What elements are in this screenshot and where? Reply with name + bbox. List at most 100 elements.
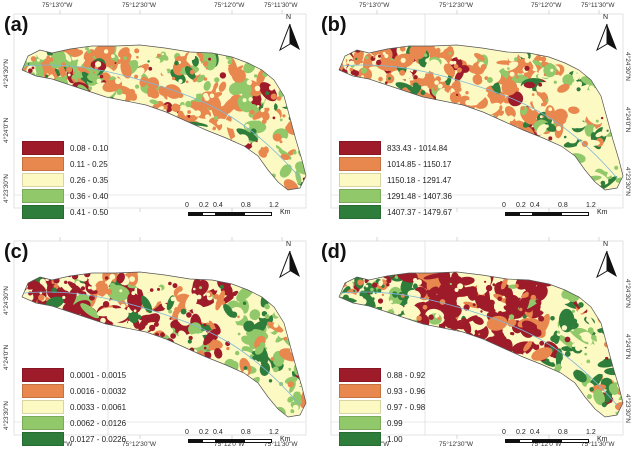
- legend-label: 0.0001 - 0.0015: [70, 370, 127, 380]
- scale-bar-tick-label: 0.4: [213, 202, 223, 209]
- longitude-tick-label: 75°12'30"W: [439, 2, 473, 9]
- legend: 0.0001 - 0.0015 0.0016 - 0.0032 0.0033 - 0…: [22, 367, 126, 447]
- map-panel-a: (a) 75°13'0"W 75°12'30"W 75°12'0"W 75°11'30"…: [0, 0, 316, 226]
- north-arrow-icon: N: [595, 14, 619, 54]
- longitude-tick-label: 75°12'0"W: [531, 441, 562, 448]
- latitude-tick-label: 4°24'0"N: [624, 334, 631, 360]
- legend-label: 0.0127 - 0.0226: [70, 434, 127, 444]
- latitude-tick-label: 4°23'30"N: [624, 167, 631, 196]
- scale-bar-segment: [244, 439, 272, 443]
- legend-label: 1.00: [387, 434, 403, 444]
- legend-label: 0.11 - 0.25: [70, 159, 108, 169]
- scale-bar-segment: [519, 439, 533, 443]
- scale-bar-unit: Km: [597, 209, 608, 216]
- scale-bar-segment: [202, 212, 216, 216]
- map-canvas-c: [13, 237, 307, 439]
- legend-item: 0.93 - 0.96: [339, 383, 425, 399]
- river-line: [23, 64, 301, 179]
- legend-swatch: [22, 384, 64, 398]
- scale-bar-tick-label: 0.8: [241, 202, 251, 209]
- watershed-boundary: [338, 271, 624, 418]
- scale-bar-segment: [202, 439, 216, 443]
- longitude-tick-label: 75°12'30"W: [439, 441, 473, 448]
- legend-item: 0.99: [339, 415, 425, 431]
- scale-bar-tick-label: 0.8: [241, 429, 251, 436]
- legend-label: 1014.85 - 1150.17: [387, 159, 452, 169]
- map-canvas-d: [330, 237, 624, 439]
- scale-bar-segment: [188, 439, 202, 443]
- scale-bar-tick-label: 1.2: [269, 429, 279, 436]
- legend-label: 0.0016 - 0.0032: [70, 386, 127, 396]
- panel-label: (b): [321, 14, 347, 36]
- north-arrow-letter: N: [603, 241, 609, 248]
- panel-label: (d): [321, 241, 347, 263]
- latitude-tick-label: 4°24'30"N: [3, 59, 10, 88]
- legend-label: 0.88 - 0.92: [387, 370, 426, 380]
- map-panel-c: (c)75°13'0"W75°12'30"W75°12'0"W75°11'30"…: [0, 227, 316, 453]
- legend-swatch: [22, 189, 64, 203]
- scale-bar-tick-label: 0.4: [530, 202, 540, 209]
- north-arrow-letter: N: [603, 14, 609, 21]
- scale-bar-segment: [244, 212, 272, 216]
- longitude-tick-label: 75°12'0"W: [531, 2, 562, 9]
- map-panel-b: (b) 75°13'0"W 75°12'30"W 75°12'0"W 75°11'30"…: [317, 0, 633, 226]
- legend-item: 0.08 - 0.10: [22, 140, 108, 156]
- longitude-tick-label: 75°11'30"W: [264, 2, 298, 9]
- legend-label: 0.99: [387, 418, 403, 428]
- legend-swatch: [339, 189, 381, 203]
- legend-label: 1291.48 - 1407.36: [387, 191, 452, 201]
- scale-bar-tick-label: 0: [502, 429, 506, 436]
- scale-bar-unit: Km: [280, 209, 291, 216]
- latitude-tick-label: 4°24'30"N: [624, 52, 631, 81]
- legend-item: 0.41 - 0.50: [22, 204, 108, 220]
- legend-swatch: [22, 416, 64, 430]
- scale-bar-tick-label: 0.8: [558, 429, 568, 436]
- legend: 0.08 - 0.10 0.11 - 0.25 0.26 - 0.35 0.36 - …: [22, 140, 108, 220]
- latitude-tick-label: 4°24'30"N: [3, 286, 10, 315]
- scale-bar-tick-label: 0.2: [516, 202, 526, 209]
- longitude-tick-label: 75°12'0"W: [214, 441, 245, 448]
- river-line: [340, 64, 618, 179]
- latitude-tick-label: 4°24'30"N: [624, 279, 631, 308]
- scale-bar-tick-label: 0: [185, 202, 189, 209]
- legend-swatch: [339, 384, 381, 398]
- legend-item: 0.0062 - 0.0126: [22, 415, 126, 431]
- legend-item: 0.36 - 0.40: [22, 188, 108, 204]
- longitude-tick-label: 75°13'0"W: [359, 2, 390, 9]
- longitude-tick-label: 75°12'30"W: [122, 441, 156, 448]
- longitude-tick-label: 75°11'30"W: [264, 441, 298, 448]
- legend-swatch: [22, 157, 64, 171]
- north-arrow-letter: N: [286, 14, 292, 21]
- legend-item: 0.88 - 0.92: [339, 367, 425, 383]
- legend-swatch: [22, 400, 64, 414]
- scale-bar-segment: [505, 212, 519, 216]
- scale-bar-segment: [561, 439, 589, 443]
- latitude-tick-label: 4°23'30"N: [3, 174, 10, 203]
- legend-label: 1150.18 - 1291.47: [387, 175, 452, 185]
- legend-swatch: [339, 141, 381, 155]
- legend-item: 1407.37 - 1479.67: [339, 204, 452, 220]
- scale-bar-segment: [216, 212, 244, 216]
- map-canvas-a: [13, 10, 307, 212]
- latitude-tick-label: 4°24'0"N: [3, 117, 10, 143]
- longitude-tick-label: 75°12'0"W: [214, 2, 245, 9]
- legend-label: 0.36 - 0.40: [70, 191, 109, 201]
- legend-label: 833.43 - 1014.84: [387, 143, 448, 153]
- legend-swatch: [339, 368, 381, 382]
- legend-label: 0.0062 - 0.0126: [70, 418, 127, 428]
- legend-swatch: [339, 205, 381, 219]
- scale-bar-tick-label: 0.2: [199, 429, 209, 436]
- legend-label: 0.93 - 0.96: [387, 386, 426, 396]
- north-arrow-icon: N: [278, 14, 302, 54]
- scale-bar-segment: [533, 439, 561, 443]
- legend-swatch: [22, 205, 64, 219]
- legend-item: 1150.18 - 1291.47: [339, 172, 452, 188]
- panel-label: (a): [4, 14, 29, 36]
- legend-swatch: [22, 432, 64, 446]
- scale-bar-tick-label: 0.4: [213, 429, 223, 436]
- legend-item: 0.97 - 0.98: [339, 399, 425, 415]
- scale-bar-segment: [519, 212, 533, 216]
- scale-bar-segment: [505, 439, 519, 443]
- scale-bar-tick-label: 1.2: [269, 202, 279, 209]
- scale-bar-segment: [188, 212, 202, 216]
